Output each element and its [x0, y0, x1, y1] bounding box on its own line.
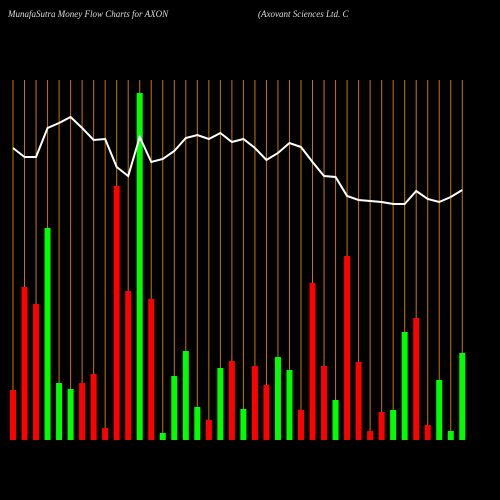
bar — [217, 368, 224, 440]
bar — [459, 353, 466, 440]
bar — [355, 362, 362, 440]
bar — [309, 283, 316, 440]
bar — [21, 287, 28, 440]
bar — [401, 332, 408, 440]
bar — [205, 420, 212, 440]
bar — [286, 370, 293, 440]
bar — [113, 186, 120, 440]
bar — [67, 389, 74, 440]
bar — [194, 407, 201, 440]
bar — [240, 409, 247, 440]
bar — [390, 410, 397, 440]
bar — [148, 299, 155, 440]
bar — [274, 357, 281, 440]
chart-title: MunafaSutra Money Flow Charts for AXON — [7, 9, 169, 19]
bar — [436, 380, 443, 440]
bar — [79, 383, 86, 440]
bar — [298, 410, 304, 440]
bar — [228, 361, 235, 440]
bar — [90, 374, 97, 440]
bar — [171, 376, 178, 440]
chart-subtitle: (Axovant Sciences Ltd. C — [258, 9, 349, 19]
bar — [159, 433, 166, 440]
bar — [378, 412, 385, 440]
bar — [182, 351, 189, 440]
bar — [125, 291, 132, 440]
line — [12, 115, 463, 205]
bar — [102, 428, 109, 440]
bar — [447, 431, 454, 440]
bar — [56, 383, 63, 440]
bar — [413, 318, 420, 440]
bar — [263, 385, 270, 440]
bar — [136, 93, 143, 440]
bar — [424, 425, 431, 440]
bar — [367, 431, 374, 440]
bar — [10, 390, 16, 440]
bar — [251, 366, 258, 440]
bar — [44, 228, 51, 440]
bar — [344, 256, 351, 440]
bar — [321, 366, 328, 440]
bar — [33, 304, 40, 440]
bar — [332, 400, 339, 440]
